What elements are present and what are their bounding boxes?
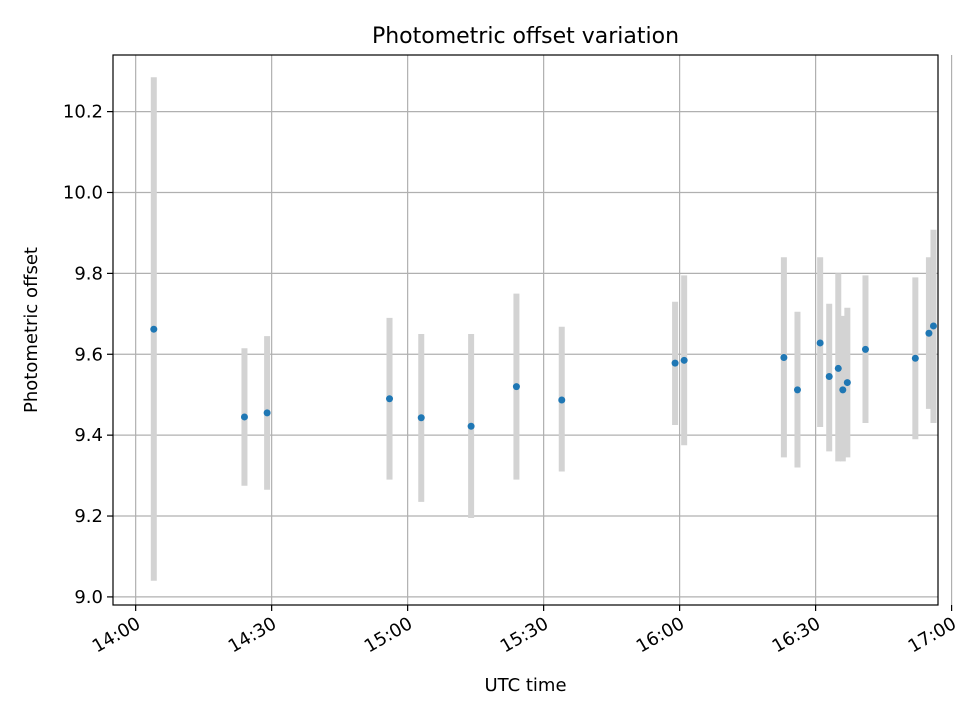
- data-point: [793, 386, 801, 394]
- data-point: [386, 395, 394, 403]
- y-tick-label: 9.2: [74, 506, 103, 527]
- data-point: [671, 359, 679, 367]
- data-point: [150, 325, 158, 333]
- data-point: [780, 354, 788, 361]
- x-tick-label: 15:30: [497, 613, 552, 657]
- data-point: [816, 339, 824, 347]
- y-tick-label: 9.6: [74, 344, 103, 365]
- y-tick-label: 9.4: [74, 425, 103, 446]
- data-point: [929, 322, 937, 330]
- x-tick-label: 14:30: [225, 613, 280, 657]
- data-point: [680, 356, 688, 364]
- data-point: [240, 413, 248, 421]
- x-tick-label: 14:00: [89, 613, 144, 657]
- data-point: [925, 329, 933, 337]
- y-tick-label: 9.8: [74, 263, 103, 284]
- data-point: [861, 345, 869, 353]
- plot-frame: [112, 54, 939, 606]
- y-axis-label: Photometric offset: [21, 247, 42, 413]
- x-tick-label: 17:00: [905, 613, 960, 657]
- data-point: [911, 354, 919, 362]
- data-point: [843, 379, 851, 387]
- data-point: [825, 373, 833, 381]
- x-tick-label: 15:00: [361, 613, 416, 657]
- x-tick-label: 16:00: [633, 613, 688, 657]
- data-point: [263, 409, 271, 417]
- data-point: [839, 386, 847, 394]
- y-tick-label: 10.0: [63, 183, 103, 204]
- axis-ticks: 14:00 14:30 15:00 15:30 16:00 16:30 17:00 9.0 9.…: [63, 102, 960, 658]
- data-point: [417, 414, 425, 422]
- y-tick-label: 10.2: [63, 102, 103, 123]
- data-point: [558, 396, 566, 404]
- y-tick-label: 9.0: [74, 587, 103, 608]
- x-axis-label: UTC time: [484, 675, 566, 696]
- data-point: [467, 422, 475, 430]
- point-series: [150, 322, 937, 430]
- data-point: [834, 364, 842, 372]
- grid: [113, 55, 953, 605]
- data-point: [512, 383, 520, 391]
- x-tick-label: 16:30: [769, 613, 824, 657]
- chart-title: Photometric offset variation: [372, 24, 679, 49]
